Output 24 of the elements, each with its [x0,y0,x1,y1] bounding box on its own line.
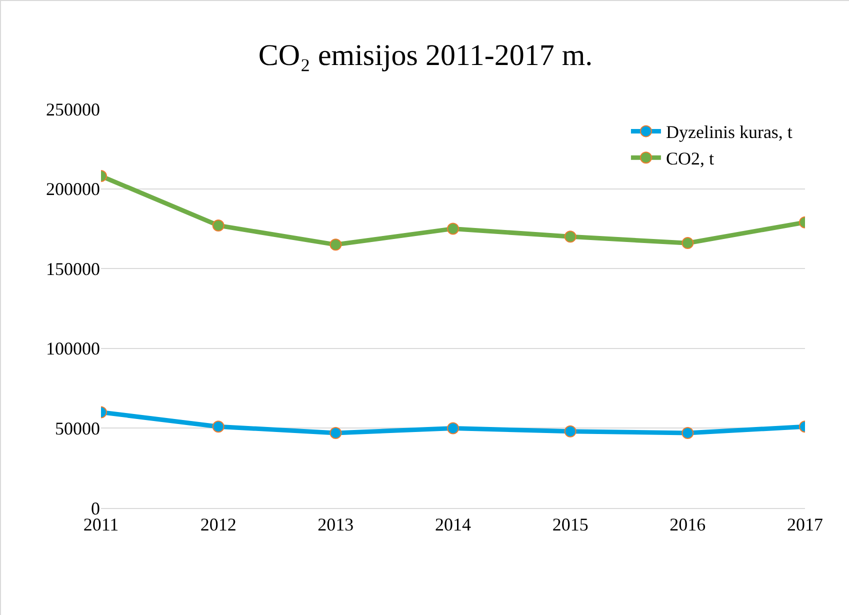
x-tick-label: 2015 [552,514,588,535]
point [564,230,576,243]
x-tick-label: 2014 [435,514,471,535]
point [447,222,459,235]
chart-title: CO₂ emisijos 2011-2017 m. [258,39,593,72]
x-tick-label: 2017 [787,514,823,535]
legend-label: Dyzelinis kuras, t [666,122,792,142]
y-tick-label: 200000 [46,179,100,200]
x-tick-label: 2016 [670,514,706,535]
point [330,238,342,251]
point [564,425,576,438]
legend-label: CO2, t [666,148,714,169]
point [330,426,342,439]
point [447,422,459,434]
y-tick-label: 100000 [46,338,100,359]
x-tick-label: 2013 [318,514,354,535]
y-tick-label: 250000 [46,99,100,120]
y-tick-label: 50000 [55,418,100,438]
point [682,237,694,250]
point [212,420,224,433]
x-tick-label: 2012 [200,514,236,535]
point [212,220,224,232]
point [682,426,694,439]
y-tick-label: 150000 [46,258,100,279]
